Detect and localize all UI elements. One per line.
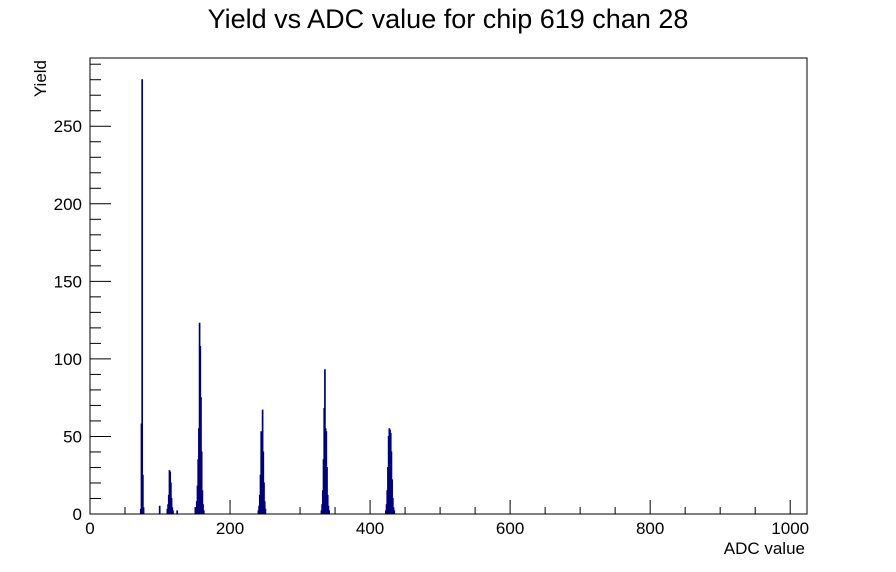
histogram-bin bbox=[391, 479, 393, 514]
x-tick-label: 1000 bbox=[771, 519, 809, 538]
histogram-bin bbox=[391, 497, 394, 514]
x-tick-label: 800 bbox=[636, 519, 664, 538]
histogram-bin bbox=[201, 490, 204, 514]
histogram-bin bbox=[326, 494, 329, 514]
histogram-bin bbox=[263, 482, 265, 514]
histogram-bin bbox=[328, 510, 330, 514]
y-tick-label: 50 bbox=[63, 427, 82, 446]
histogram-bin bbox=[327, 505, 330, 514]
histogram-bin bbox=[264, 508, 267, 514]
histogram-bin bbox=[141, 79, 144, 514]
y-tick-label: 150 bbox=[54, 272, 82, 291]
y-tick-label: 0 bbox=[73, 505, 82, 524]
histogram-bin bbox=[142, 507, 145, 514]
histogram-bin bbox=[142, 474, 144, 514]
y-tick-label: 200 bbox=[54, 195, 82, 214]
histogram-bin bbox=[200, 451, 203, 514]
histogram-bin bbox=[176, 510, 179, 514]
y-tick-label: 250 bbox=[54, 117, 82, 136]
y-axis-label: Yield bbox=[31, 60, 50, 97]
histogram-bin bbox=[172, 510, 174, 514]
histogram-bin bbox=[326, 466, 328, 514]
histogram-bin bbox=[170, 497, 173, 514]
x-tick-label: 200 bbox=[216, 519, 244, 538]
tick-labels: 0 200 400 600 800 1000 0 50 100 150 200 250 bbox=[54, 117, 809, 538]
x-tick-label: 600 bbox=[496, 519, 524, 538]
plot-frame bbox=[89, 57, 808, 515]
y-tick-label: 100 bbox=[54, 350, 82, 369]
x-tick-label: 0 bbox=[85, 519, 94, 538]
x-tick-label: 400 bbox=[356, 519, 384, 538]
chart-title: Yield vs ADC value for chip 619 chan 28 bbox=[208, 4, 689, 34]
histogram-bin bbox=[393, 510, 396, 514]
histogram-bin bbox=[158, 505, 161, 514]
x-axis-label: ADC value bbox=[724, 539, 805, 558]
histogram-bin bbox=[263, 501, 266, 514]
axis-ticks bbox=[89, 63, 791, 515]
histogram-bin bbox=[202, 510, 205, 514]
histogram-bins bbox=[139, 79, 396, 514]
histogram-bin bbox=[202, 504, 204, 514]
